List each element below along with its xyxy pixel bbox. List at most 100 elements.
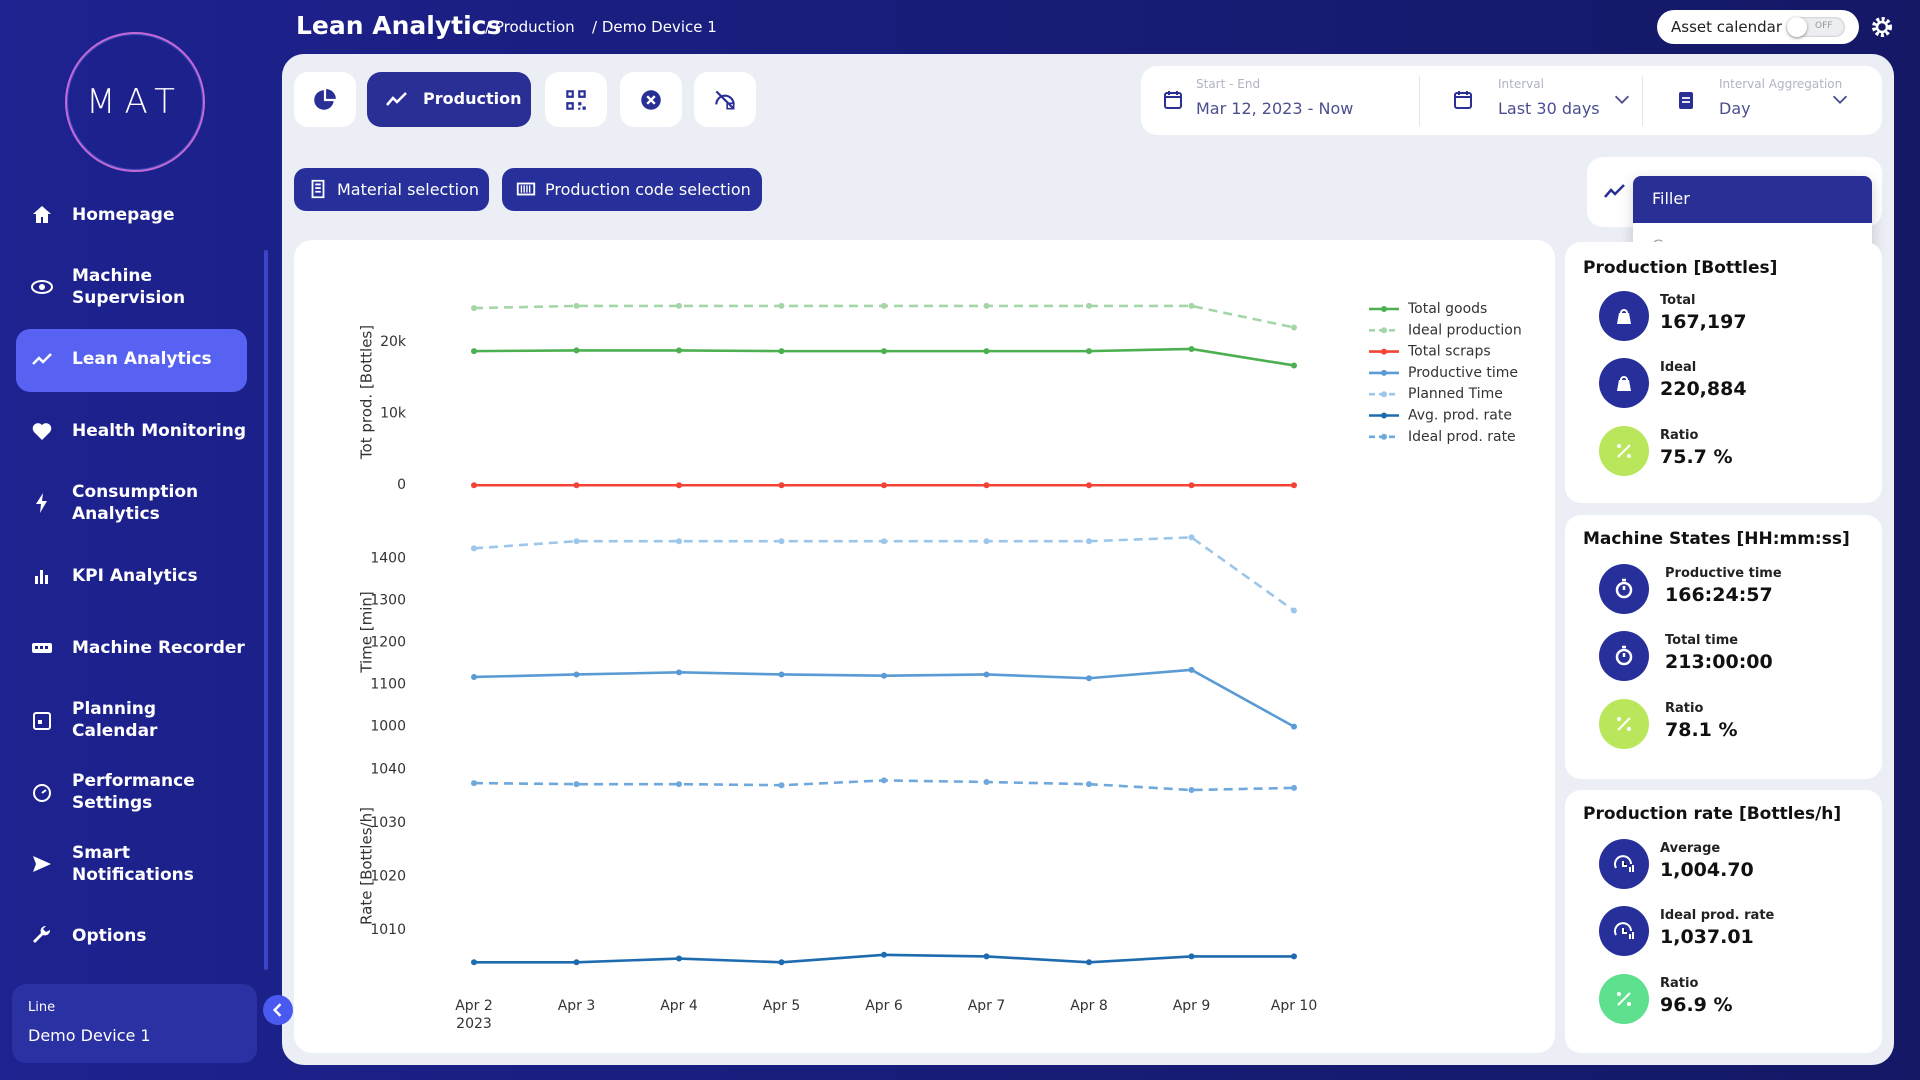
nav-icon [32, 353, 52, 366]
nav-label: Calendar [72, 720, 158, 741]
data-point [1291, 607, 1297, 614]
y-tick-label: 10k [380, 406, 407, 422]
nav-item[interactable]: Homepage [28, 204, 253, 226]
tab-button[interactable] [694, 72, 756, 127]
toggle[interactable]: OFF [1787, 17, 1845, 37]
tab-button[interactable] [545, 72, 607, 127]
data-point [881, 482, 887, 489]
data-point [1291, 482, 1297, 489]
nav-item[interactable]: Machine Recorder [28, 637, 253, 659]
filter-value[interactable]: Last 30 days [1498, 99, 1600, 118]
data-point [778, 782, 785, 789]
data-point [1086, 538, 1092, 545]
dropdown-chevron [1614, 95, 1630, 104]
logo: MAT [65, 32, 205, 172]
stat-value: 78.1 % [1665, 719, 1738, 741]
data-point [778, 671, 785, 678]
nav-label: Consumption [72, 482, 199, 503]
tab-icon [314, 89, 336, 110]
logo-text: MAT [86, 82, 184, 122]
legend-marker [1381, 306, 1387, 312]
tab-icon [641, 90, 661, 110]
data-point [573, 302, 580, 309]
collapse-button[interactable] [263, 995, 293, 1025]
data-point [573, 781, 580, 788]
dropdown-option[interactable]: Filler [1633, 176, 1872, 223]
nav-item[interactable]: Smart Notifications [28, 842, 253, 886]
selection-button[interactable]: Production code selection [502, 168, 762, 211]
card-title: Production rate [Bottles/h] [1583, 804, 1842, 824]
filter-panel: Start - End Mar 12, 2023 - Now Interval Las… [1141, 66, 1882, 135]
data-point [778, 482, 785, 489]
data-point [1291, 324, 1297, 331]
x-tick-label: Apr 9 [1173, 998, 1211, 1014]
selector-icon [1604, 184, 1625, 198]
data-point [983, 779, 990, 786]
data-point [1188, 302, 1195, 309]
nav-item[interactable]: Machine Supervision [28, 265, 253, 309]
stat-card: Production rate [Bottles/h] Average 1,004.… [1565, 790, 1882, 1053]
nav-item[interactable]: Performance Settings [28, 770, 253, 814]
tab-button-active[interactable]: Production [367, 72, 531, 127]
nav-icon [36, 493, 47, 514]
filter-divider [1642, 76, 1643, 126]
stat-glyph [1614, 922, 1634, 939]
x-tick-label: Apr 4 [660, 998, 698, 1014]
nav-label: Supervision [72, 288, 186, 309]
data-point [676, 669, 682, 676]
y-axis-label: Tot prod. [Bottles] [358, 325, 376, 460]
data-point [471, 482, 477, 489]
stat-icon [1599, 564, 1649, 614]
nav-item[interactable]: KPI Analytics [28, 565, 253, 587]
settings-icon[interactable] [1870, 15, 1894, 39]
x-tick-sublabel: 2023 [456, 1016, 492, 1032]
legend-label: Planned Time [1408, 386, 1503, 402]
stat-glyph [1617, 376, 1631, 391]
nav-item[interactable]: Lean Analytics [28, 348, 253, 370]
data-point [881, 348, 887, 355]
stat-value: 75.7 % [1660, 446, 1733, 468]
y-tick-label: 1000 [370, 719, 406, 735]
stat-value: 167,197 [1660, 311, 1747, 333]
x-tick-label: Apr 5 [763, 998, 801, 1014]
data-point [471, 348, 477, 355]
y-tick-label: 1020 [370, 869, 406, 885]
tab-button[interactable] [620, 72, 682, 127]
nav-label: Settings [72, 792, 153, 813]
stat-value: 220,884 [1660, 378, 1747, 400]
data-point [1188, 787, 1195, 794]
legend-marker [1381, 369, 1387, 376]
nav-label: Options [72, 926, 147, 946]
data-point [881, 302, 887, 309]
data-point [1086, 302, 1092, 309]
selection-button[interactable]: Material selection [294, 168, 489, 211]
chevron-icon [272, 1003, 282, 1017]
filter-label: Start - End [1196, 77, 1261, 91]
button-icon [516, 182, 536, 196]
stat-value: 213:00:00 [1665, 651, 1773, 673]
data-point [1086, 482, 1092, 489]
nav-label: Lean Analytics [72, 349, 212, 370]
stat-icon [1599, 426, 1649, 476]
data-point [1291, 362, 1297, 369]
filter-icon [1679, 92, 1693, 109]
x-tick-label: Apr 8 [1070, 998, 1108, 1014]
stat-label: Ratio [1665, 701, 1704, 716]
nav-label: Smart [72, 842, 130, 863]
asset-calendar[interactable]: Asset calendar OFF [1657, 10, 1859, 44]
data-point [983, 348, 990, 355]
data-point [1188, 666, 1195, 673]
data-point [1188, 534, 1195, 541]
stat-icon [1599, 906, 1649, 956]
nav-item[interactable]: Health Monitoring [28, 420, 253, 442]
filter-value[interactable]: Day [1719, 99, 1751, 118]
page-title: Lean Analytics [296, 11, 502, 40]
nav-label: Planning [72, 698, 157, 719]
tab-label: Production [423, 89, 522, 108]
nav-item[interactable]: Options [28, 925, 253, 947]
nav-item[interactable]: Consumption Analytics [28, 481, 253, 525]
data-point [1086, 781, 1092, 788]
nav-item[interactable]: Planning Calendar [28, 698, 253, 742]
nav-icon [32, 642, 52, 653]
tab-button[interactable] [294, 72, 356, 127]
